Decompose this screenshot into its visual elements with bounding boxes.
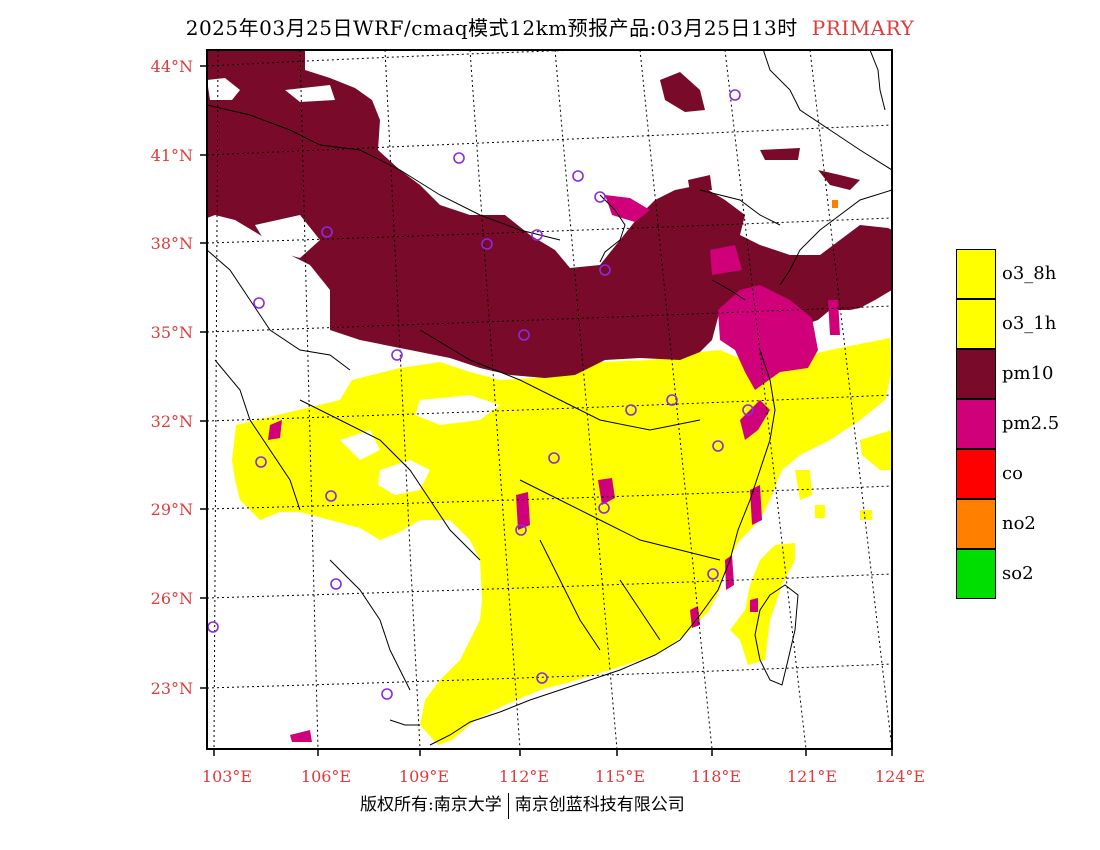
pm10-gaps [207, 58, 615, 265]
station-markers [207, 89, 754, 700]
graticule [207, 50, 892, 749]
legend-swatch [956, 399, 996, 449]
lat-label: 41°N [151, 146, 193, 165]
legend-label: so2 [1002, 563, 1034, 584]
footer-left: 版权所有:南京大学 [360, 795, 502, 815]
no2-spot [832, 200, 838, 208]
lon-label: 124°E [875, 767, 925, 786]
title-main: 2025年03月25日WRF/cmaq模式12km预报产品:03月25日13时 [185, 16, 798, 40]
map-frame [206, 49, 893, 750]
longitude-labels: 103°E 106°E 109°E 112°E 115°E 118°E 121°… [202, 767, 925, 786]
o3-region [232, 338, 892, 745]
lat-label: 38°N [151, 234, 193, 253]
pollutant-legend: o3_8h o3_1h pm10 pm2.5 co no2 so2 [956, 249, 1096, 599]
lat-label: 29°N [151, 500, 193, 519]
pm25-region [268, 195, 840, 742]
legend-label: pm2.5 [1002, 413, 1060, 434]
legend-label: co [1002, 463, 1023, 484]
legend-item-o3-8h: o3_8h [956, 249, 1096, 299]
map-area [207, 50, 892, 749]
legend-label: o3_1h [1002, 313, 1057, 334]
legend-label: no2 [1002, 513, 1036, 534]
lat-label: 26°N [151, 589, 193, 608]
axis-ticks [200, 65, 893, 756]
legend-item-no2: no2 [956, 499, 1096, 549]
pm10-region [207, 50, 892, 378]
map-title: 2025年03月25日WRF/cmaq模式12km预报产品:03月25日13时 P… [0, 12, 1100, 41]
legend-item-pm25: pm2.5 [956, 399, 1096, 449]
legend-label: pm10 [1002, 363, 1054, 384]
lon-label: 121°E [787, 767, 837, 786]
lat-label: 44°N [151, 57, 193, 76]
legend-item-o3-1h: o3_1h [956, 299, 1096, 349]
lon-label: 106°E [301, 767, 351, 786]
legend-item-so2: so2 [956, 549, 1096, 599]
lon-label: 115°E [595, 767, 645, 786]
lon-label: 109°E [399, 767, 449, 786]
latitude-labels: 44°N 41°N 38°N 35°N 32°N 29°N 26°N 23°N [151, 57, 193, 698]
legend-swatch [956, 249, 996, 299]
copyright-footer: 版权所有:南京大学 南京创蓝科技有限公司 [360, 790, 685, 819]
lon-label: 112°E [499, 767, 549, 786]
legend-label: o3_8h [1002, 263, 1057, 284]
legend-swatch [956, 349, 996, 399]
footer-separator [507, 792, 509, 819]
legend-swatch [956, 449, 996, 499]
legend-swatch [956, 499, 996, 549]
legend-swatch [956, 549, 996, 599]
lat-label: 23°N [151, 679, 193, 698]
boundary-lines [207, 50, 892, 746]
lat-label: 32°N [151, 412, 193, 431]
footer-right: 南京创蓝科技有限公司 [514, 795, 685, 815]
o3-gaps [340, 395, 500, 495]
lon-label: 118°E [691, 767, 741, 786]
legend-item-pm10: pm10 [956, 349, 1096, 399]
lon-label: 103°E [202, 767, 252, 786]
lat-label: 35°N [151, 323, 193, 342]
legend-swatch [956, 299, 996, 349]
title-primary-tag: PRIMARY [811, 16, 915, 40]
legend-item-co: co [956, 449, 1096, 499]
